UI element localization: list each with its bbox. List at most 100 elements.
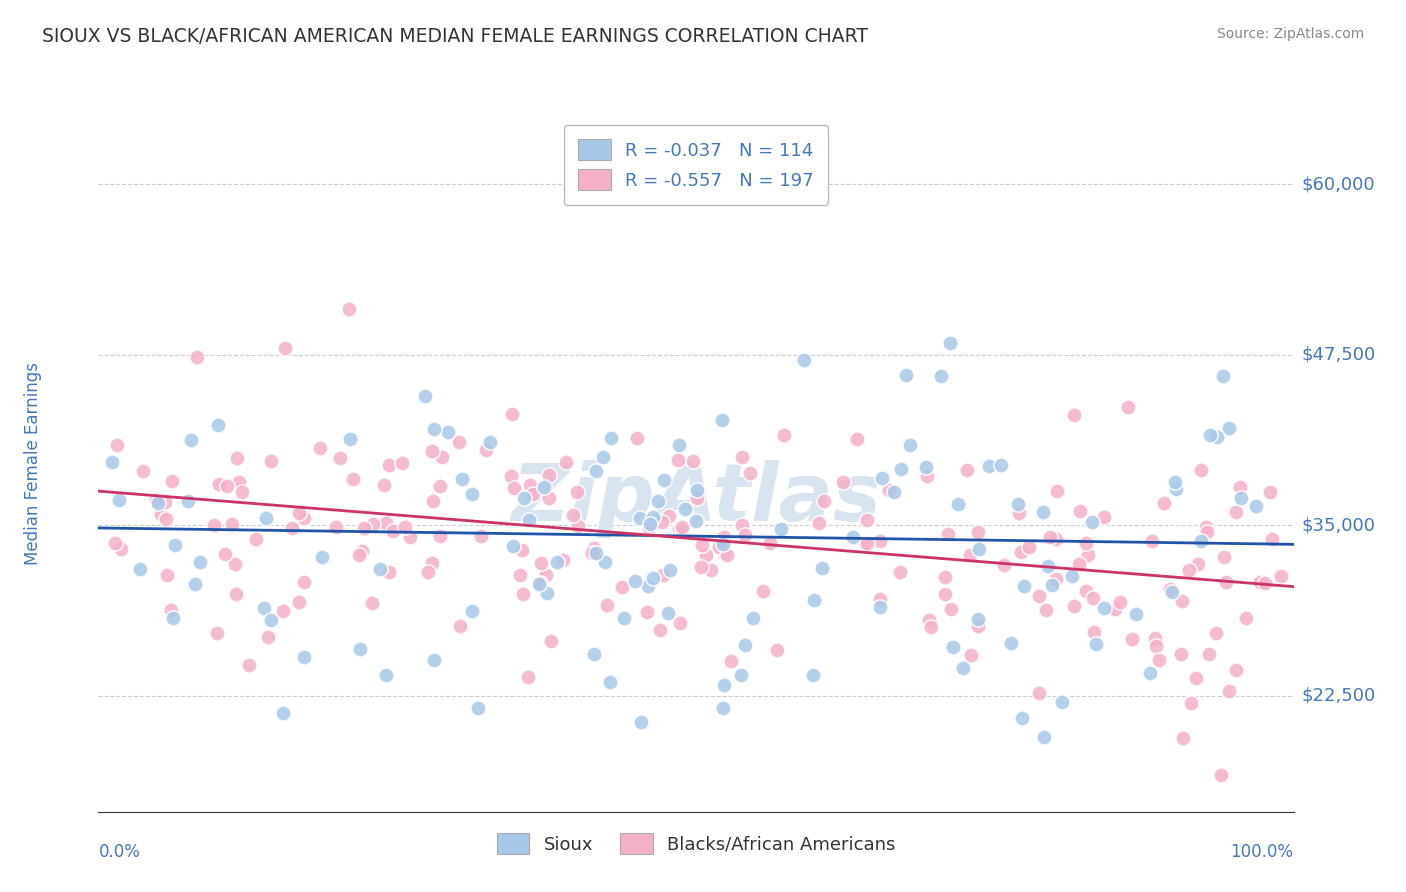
Point bbox=[915, 468, 938, 483]
Point bbox=[811, 561, 834, 575]
Point bbox=[966, 524, 988, 539]
Point bbox=[1063, 599, 1085, 613]
Point bbox=[1040, 578, 1063, 592]
Point bbox=[374, 668, 396, 682]
Point bbox=[260, 454, 283, 468]
Point bbox=[292, 650, 315, 665]
Point bbox=[180, 433, 202, 447]
Point bbox=[813, 494, 835, 508]
Point bbox=[1229, 480, 1251, 494]
Point bbox=[1010, 544, 1032, 558]
Point bbox=[960, 648, 983, 662]
Point bbox=[894, 368, 917, 382]
Point bbox=[271, 604, 294, 618]
Point bbox=[214, 547, 236, 561]
Point bbox=[1032, 730, 1054, 744]
Point bbox=[612, 580, 634, 594]
Point bbox=[509, 568, 531, 582]
Point bbox=[1081, 591, 1104, 606]
Point bbox=[936, 526, 959, 541]
Point bbox=[1032, 505, 1054, 519]
Point bbox=[208, 477, 231, 491]
Point bbox=[254, 510, 277, 524]
Point bbox=[416, 565, 439, 579]
Point bbox=[1147, 653, 1170, 667]
Point bbox=[1067, 557, 1090, 571]
Point bbox=[204, 517, 226, 532]
Point bbox=[1206, 430, 1229, 444]
Point bbox=[422, 494, 444, 508]
Point bbox=[853, 536, 876, 550]
Point bbox=[685, 514, 707, 528]
Point bbox=[1011, 711, 1033, 725]
Point bbox=[669, 615, 692, 630]
Point bbox=[215, 479, 238, 493]
Point bbox=[1140, 534, 1163, 549]
Point bbox=[934, 569, 956, 583]
Point bbox=[630, 714, 652, 729]
Point bbox=[842, 530, 865, 544]
Point bbox=[585, 464, 607, 478]
Point bbox=[1083, 625, 1105, 640]
Point bbox=[713, 537, 735, 551]
Point bbox=[149, 507, 172, 521]
Point bbox=[224, 557, 246, 571]
Point bbox=[1215, 574, 1237, 589]
Point bbox=[1121, 632, 1143, 646]
Point bbox=[1084, 637, 1107, 651]
Point bbox=[1258, 485, 1281, 500]
Point bbox=[856, 536, 879, 550]
Point bbox=[1164, 482, 1187, 496]
Point bbox=[793, 353, 815, 368]
Point bbox=[870, 471, 893, 485]
Point bbox=[1205, 626, 1227, 640]
Point bbox=[281, 520, 304, 534]
Text: $60,000: $60,000 bbox=[1302, 175, 1375, 194]
Point bbox=[522, 487, 544, 501]
Point bbox=[1036, 558, 1059, 573]
Point bbox=[423, 422, 446, 436]
Point bbox=[361, 516, 384, 531]
Point bbox=[686, 483, 709, 497]
Point bbox=[503, 481, 526, 495]
Point bbox=[132, 464, 155, 478]
Point bbox=[260, 613, 283, 627]
Point bbox=[1144, 639, 1167, 653]
Point bbox=[391, 456, 413, 470]
Point bbox=[918, 613, 941, 627]
Point bbox=[1045, 572, 1067, 586]
Point bbox=[946, 497, 969, 511]
Point bbox=[707, 540, 730, 554]
Point bbox=[638, 517, 661, 532]
Point bbox=[929, 368, 952, 383]
Point bbox=[734, 639, 756, 653]
Text: SIOUX VS BLACK/AFRICAN AMERICAN MEDIAN FEMALE EARNINGS CORRELATION CHART: SIOUX VS BLACK/AFRICAN AMERICAN MEDIAN F… bbox=[42, 27, 868, 45]
Point bbox=[624, 574, 647, 588]
Point bbox=[156, 568, 179, 582]
Point bbox=[294, 575, 316, 590]
Point bbox=[1139, 666, 1161, 681]
Point bbox=[226, 451, 249, 466]
Point bbox=[772, 427, 794, 442]
Point bbox=[1028, 589, 1050, 603]
Point bbox=[650, 623, 672, 637]
Point bbox=[600, 431, 623, 445]
Point bbox=[1000, 636, 1022, 650]
Point bbox=[501, 469, 523, 483]
Point bbox=[537, 467, 560, 482]
Point bbox=[967, 618, 990, 632]
Point bbox=[808, 516, 831, 530]
Point bbox=[467, 701, 489, 715]
Point bbox=[1244, 500, 1267, 514]
Point bbox=[287, 595, 309, 609]
Point bbox=[1178, 563, 1201, 577]
Point bbox=[1028, 686, 1050, 700]
Point bbox=[1007, 497, 1029, 511]
Point bbox=[914, 459, 936, 474]
Point bbox=[1116, 400, 1139, 414]
Point bbox=[869, 592, 891, 607]
Point bbox=[502, 539, 524, 553]
Point bbox=[378, 458, 401, 472]
Point bbox=[869, 533, 891, 548]
Point bbox=[641, 571, 664, 585]
